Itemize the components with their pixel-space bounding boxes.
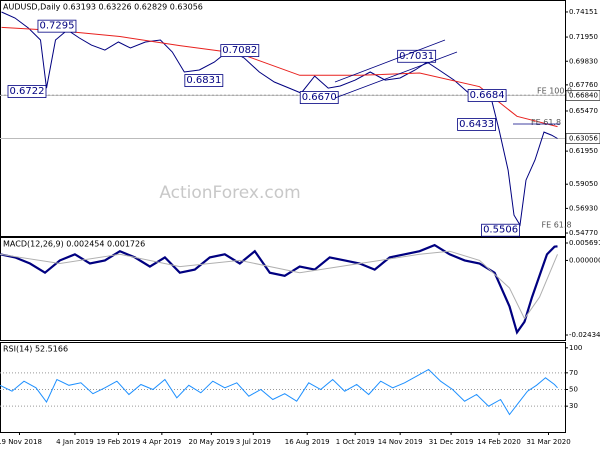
y-tick-label: 0.69830 xyxy=(569,57,598,65)
series-line xyxy=(0,243,558,335)
panel-title: MACD(12,26,9) 0.002454 0.001726 xyxy=(3,240,145,249)
x-tick-label: 3 Jul 2019 xyxy=(236,438,271,446)
y-tick-label: 0.71950 xyxy=(569,33,598,41)
price-marker-box xyxy=(565,90,600,101)
annotation: 0.7031 xyxy=(399,51,434,62)
annotation-box xyxy=(299,91,339,104)
annotation: 0.6433 xyxy=(459,119,494,130)
price-marker-label: 0.63056 xyxy=(569,135,598,143)
panel-frame xyxy=(0,342,566,433)
annotation-box xyxy=(7,85,47,98)
y-tick-label: 0.000000 xyxy=(569,256,600,264)
series-line xyxy=(0,250,558,320)
y-tick-label: 0.54770 xyxy=(569,229,598,237)
x-tick-label: 14 Nov 2019 xyxy=(378,438,423,446)
x-tick-label: 19 Nov 2018 xyxy=(0,438,42,446)
x-tick-label: 4 Apr 2019 xyxy=(142,438,181,446)
y-tick-label: 0.59050 xyxy=(569,180,598,188)
y-tick-label: 0.005691 xyxy=(569,239,600,247)
y-tick-label: 0.61950 xyxy=(569,147,598,155)
watermark: ActionForex.com xyxy=(159,183,300,203)
annotation: FE 100.0 xyxy=(537,87,572,96)
y-tick-label: 0.56930 xyxy=(569,204,598,212)
annotation: 0.7082 xyxy=(222,45,257,56)
annotation-box xyxy=(397,49,437,63)
x-tick-label: 31 Mar 2020 xyxy=(526,438,570,446)
annotation-box xyxy=(481,223,520,237)
y-tick-label: 30 xyxy=(569,402,578,410)
annotation-box xyxy=(220,44,260,57)
annotation-box xyxy=(184,74,224,87)
series-line xyxy=(0,368,558,416)
annotation: 0.6684 xyxy=(470,90,505,101)
panel-title: RSI(14) 52.5166 xyxy=(3,345,68,354)
y-tick-label: 0.74151 xyxy=(569,8,598,16)
y-tick-label: 100 xyxy=(569,344,582,352)
x-tick-label: 19 Feb 2019 xyxy=(97,438,141,446)
annotation: FE 61.8 xyxy=(542,221,572,230)
annotation-box xyxy=(457,118,496,131)
x-tick-label: 14 Feb 2020 xyxy=(477,438,521,446)
annotation-box xyxy=(467,89,507,102)
annotation: 0.6670 xyxy=(302,92,337,103)
annotation: FE 61.8 xyxy=(531,118,561,127)
annotation: 0.6722 xyxy=(9,86,44,97)
y-tick-label: 50 xyxy=(569,386,578,394)
annotation-box xyxy=(37,19,77,33)
annotation: 0.7295 xyxy=(39,21,74,32)
channel-line xyxy=(334,51,458,99)
panel-frame xyxy=(0,237,566,341)
x-tick-label: 1 Oct 2019 xyxy=(336,438,375,446)
annotation: 0.5506 xyxy=(483,225,518,236)
y-tick-label: 70 xyxy=(569,369,578,377)
panel-frame xyxy=(0,0,566,237)
panel-title: AUDUSD,Daily 0.63193 0.63226 0.62829 0.6… xyxy=(3,3,203,12)
x-tick-label: 4 Jan 2019 xyxy=(56,438,94,446)
x-tick-label: 20 May 2019 xyxy=(188,438,234,446)
channel-line xyxy=(334,39,446,83)
price-marker-box xyxy=(565,133,600,144)
price-marker-label: 0.66840 xyxy=(569,91,598,99)
y-tick-label: -0.024344 xyxy=(569,331,600,339)
y-tick-label: 0.67760 xyxy=(569,81,598,89)
y-tick-label: 0.65470 xyxy=(569,107,598,115)
x-tick-label: 31 Dec 2019 xyxy=(429,438,474,446)
annotation: 0.6831 xyxy=(186,75,221,86)
x-tick-label: 16 Aug 2019 xyxy=(285,438,330,446)
